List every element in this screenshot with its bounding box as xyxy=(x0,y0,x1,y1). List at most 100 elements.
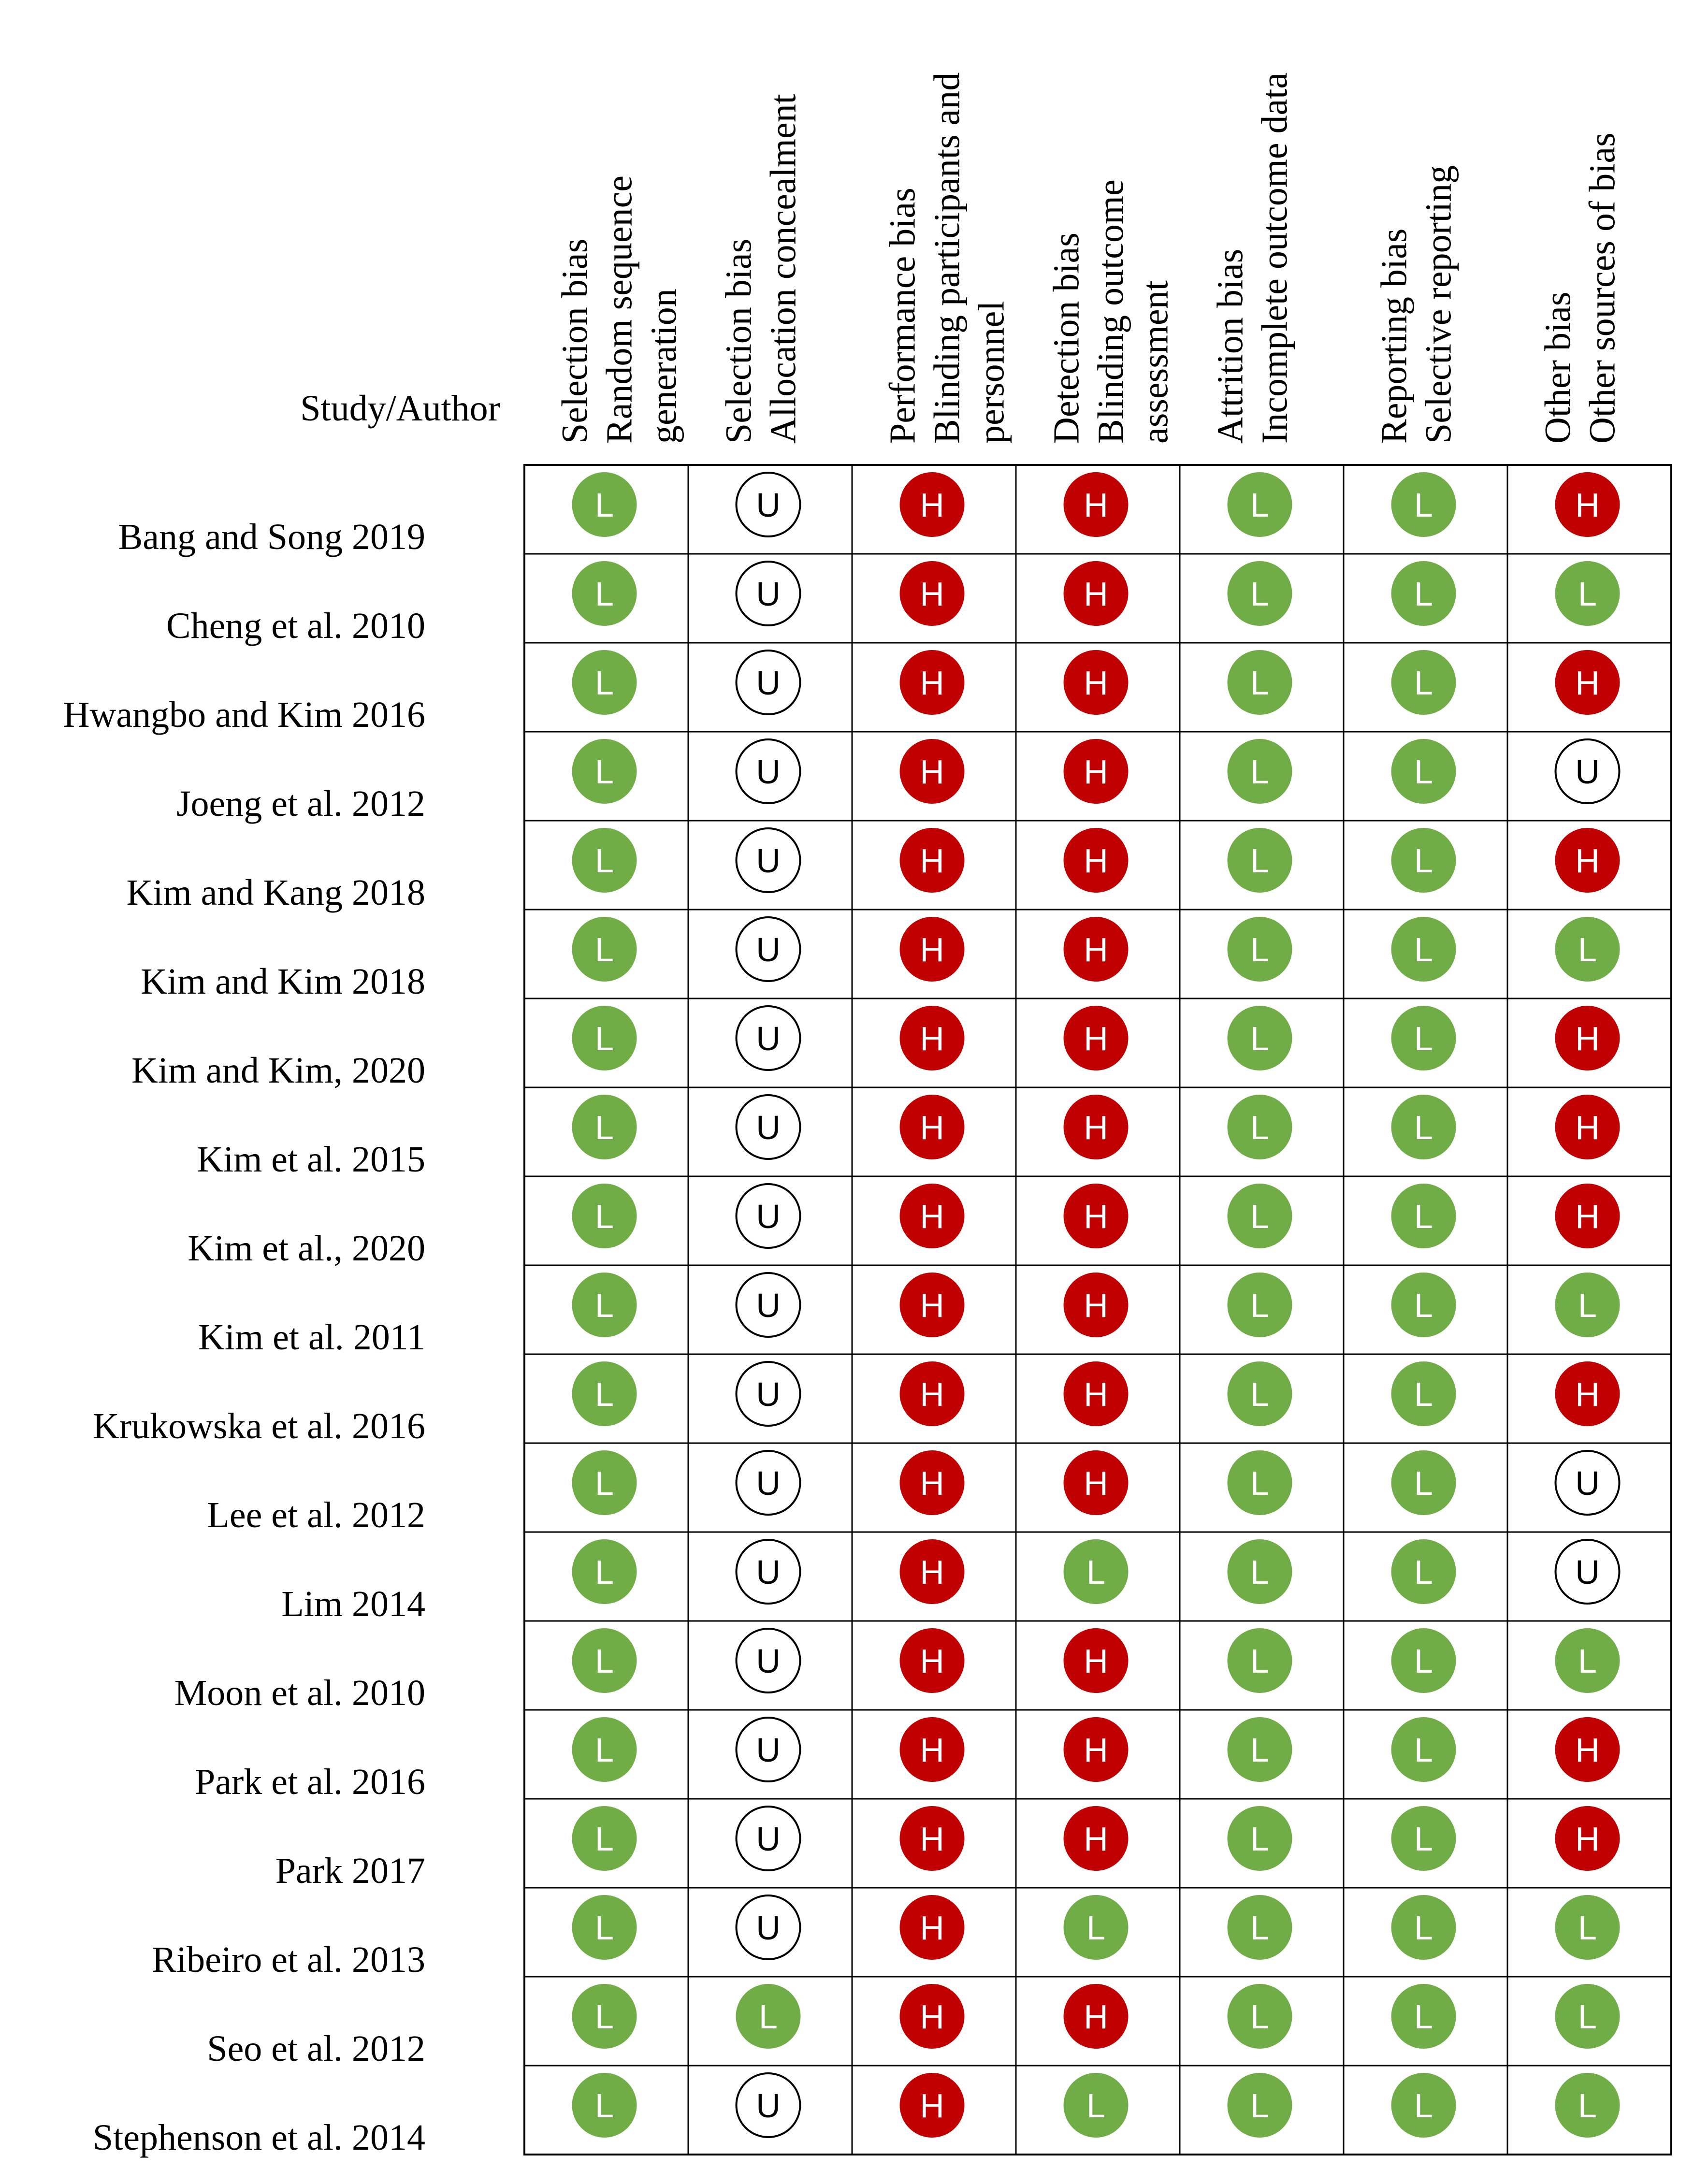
rating-mark-H xyxy=(1063,1184,1129,1248)
rating-label: H xyxy=(1575,1375,1600,1413)
rating-label: H xyxy=(1084,753,1108,791)
rating-mark-H xyxy=(1555,472,1620,537)
column-header-line: Other sources of bias xyxy=(1582,132,1623,444)
rating-mark-L xyxy=(1391,1273,1456,1337)
rating-mark-H xyxy=(1555,1184,1620,1248)
rating-mark-L xyxy=(572,1273,637,1337)
rating-mark-H xyxy=(899,828,965,893)
rating-mark-U xyxy=(735,561,801,626)
rating-label: U xyxy=(756,931,781,969)
rating-label: U xyxy=(756,1020,781,1057)
row-header-label: Study/Author xyxy=(300,388,500,429)
column-header-line: Performance bias xyxy=(883,188,923,444)
rating-mark-U xyxy=(735,1361,801,1427)
rating-mark-H xyxy=(1063,1273,1129,1337)
rating-label: L xyxy=(1250,1464,1269,1502)
rating-mark-U xyxy=(735,1094,801,1160)
rating-label: U xyxy=(756,1642,781,1680)
rating-label: L xyxy=(1250,1909,1269,1947)
rating-label: L xyxy=(1414,1909,1433,1947)
rating-label: L xyxy=(595,486,614,524)
rating-mark-L xyxy=(1227,1450,1292,1515)
study-label: Joeng et al. 2012 xyxy=(176,783,425,824)
rating-label: H xyxy=(1084,931,1108,969)
study-label: Kim et al. 2011 xyxy=(198,1317,425,1358)
rating-mark-H xyxy=(899,650,965,715)
rating-label: H xyxy=(1084,842,1108,880)
rating-label: L xyxy=(595,1820,614,1858)
rating-label: H xyxy=(1084,1109,1108,1146)
rating-mark-L xyxy=(1063,1539,1129,1604)
rating-label: L xyxy=(595,931,614,969)
rating-label: H xyxy=(920,1820,944,1858)
study-label: Hwangbo and Kim 2016 xyxy=(63,694,425,735)
rating-mark-L xyxy=(1227,1984,1292,2049)
rating-label: H xyxy=(920,1909,944,1947)
rating-mark-L xyxy=(1391,1095,1456,1159)
study-label: Kim et al. 2015 xyxy=(197,1139,425,1180)
column-header-line: Selection bias xyxy=(555,239,595,444)
rating-mark-L xyxy=(1555,561,1620,626)
rating-mark-H xyxy=(899,1273,965,1337)
rating-mark-U xyxy=(735,1450,801,1516)
rating-mark-H xyxy=(1555,650,1620,715)
rating-label: H xyxy=(1084,1287,1108,1324)
table-border xyxy=(523,464,1672,2155)
rating-label: L xyxy=(595,1287,614,1324)
rating-label: L xyxy=(595,1553,614,1591)
rating-mark-L xyxy=(572,1628,637,1693)
rating-mark-H xyxy=(899,1984,965,2049)
rating-label: L xyxy=(595,842,614,880)
rating-label: L xyxy=(1414,753,1433,791)
rating-label: L xyxy=(1414,1198,1433,1235)
rating-mark-L xyxy=(1391,650,1456,715)
rating-label: H xyxy=(920,575,944,613)
rating-label: L xyxy=(1578,1998,1597,2036)
rating-mark-H xyxy=(899,2073,965,2138)
rating-label: H xyxy=(920,1109,944,1146)
rating-label: H xyxy=(920,1998,944,2036)
rating-label: L xyxy=(595,1020,614,1057)
rating-label: H xyxy=(1575,842,1600,880)
rating-mark-L xyxy=(1555,2073,1620,2138)
rating-label: L xyxy=(1578,575,1597,613)
rating-label: H xyxy=(1084,1820,1108,1858)
rating-label: H xyxy=(1575,1020,1600,1057)
study-label: Moon et al. 2010 xyxy=(174,1673,425,1713)
rating-label: U xyxy=(756,1553,781,1591)
rating-mark-H xyxy=(1063,739,1129,804)
rating-mark-L xyxy=(1391,828,1456,893)
rating-label: L xyxy=(1250,1020,1269,1057)
rating-label: L xyxy=(1414,486,1433,524)
rating-label: L xyxy=(1250,1998,1269,2036)
column-header-line: Random sequence xyxy=(599,175,640,444)
rating-marks: L U H H L L H L U H H L L L L U H H L L H L U H H L L U L U H H L L H L U H H L… xyxy=(572,472,1621,2138)
study-label: Kim et al., 2020 xyxy=(188,1228,425,1269)
rating-label: H xyxy=(1084,575,1108,613)
rating-label: L xyxy=(1250,1375,1269,1413)
rating-mark-H xyxy=(899,472,965,537)
rating-mark-H xyxy=(1063,828,1129,893)
rating-mark-L xyxy=(1555,1984,1620,2049)
rating-mark-L xyxy=(1227,1806,1292,1871)
rating-mark-U xyxy=(735,650,801,715)
rating-mark-L xyxy=(1227,1095,1292,1159)
rating-label: L xyxy=(595,1909,614,1947)
rating-label: L xyxy=(595,1464,614,1502)
rating-label: L xyxy=(1414,1998,1433,2036)
column-header-line: Incomplete outcome data xyxy=(1255,72,1295,444)
rating-label: L xyxy=(1414,1820,1433,1858)
rating-mark-L xyxy=(572,1450,637,1515)
rating-mark-L xyxy=(1227,739,1292,804)
rating-mark-H xyxy=(1063,1450,1129,1515)
rating-label: H xyxy=(920,842,944,880)
rating-label: L xyxy=(1250,1642,1269,1680)
rating-label: H xyxy=(920,1287,944,1324)
rating-label: L xyxy=(1250,664,1269,702)
rating-label: H xyxy=(1084,1375,1108,1413)
study-label: Seo et al. 2012 xyxy=(207,2028,425,2069)
rating-mark-L xyxy=(572,2073,637,2138)
rating-mark-L xyxy=(1227,2073,1292,2138)
rating-mark-L xyxy=(1555,917,1620,982)
rating-mark-L xyxy=(1227,1628,1292,1693)
